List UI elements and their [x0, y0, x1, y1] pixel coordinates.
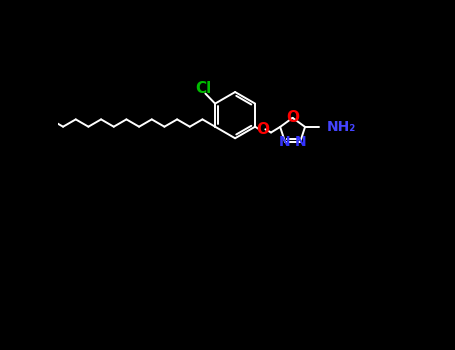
Text: N: N: [278, 134, 290, 148]
Text: NH₂: NH₂: [327, 120, 356, 134]
Text: O: O: [256, 122, 269, 137]
Text: Cl: Cl: [196, 82, 212, 97]
Text: N: N: [295, 134, 307, 148]
Text: O: O: [286, 110, 299, 125]
